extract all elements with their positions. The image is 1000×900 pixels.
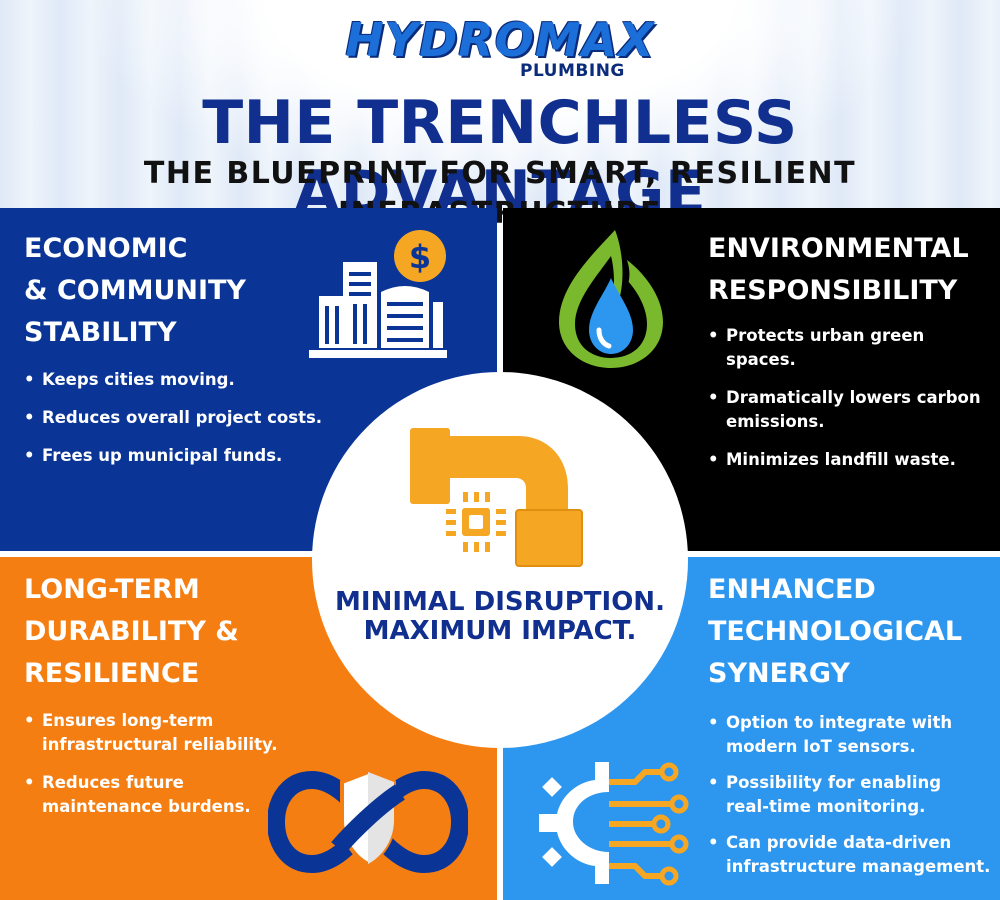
title-line: DURABILITY & <box>24 616 239 647</box>
city-buildings-dollar-icon: $ <box>309 230 447 358</box>
list-line: Ensures long-term <box>42 711 214 730</box>
panel-environmental: ENVIRONMENTAL RESPONSIBILITY Protects ur… <box>503 208 1000 551</box>
title-line: ENHANCED <box>708 574 876 605</box>
infinity-shield-icon <box>268 769 468 874</box>
header: HYDROMAX PLUMBING THE TRENCHLESS ADVANTA… <box>0 0 1000 231</box>
panel-environmental-list: Protects urban green spaces. Dramatically… <box>708 324 981 486</box>
title-line: RESILIENCE <box>24 658 200 689</box>
panel-durability: LONG-TERM DURABILITY & RESILIENCE Ensure… <box>0 557 497 900</box>
list-line: spaces. <box>726 350 796 369</box>
list-item: Ensures long-term infrastructural reliabi… <box>24 709 277 757</box>
list-item: Reduces future maintenance burdens. <box>24 771 277 819</box>
center-tagline: MINIMAL DISRUPTION. MAXIMUM IMPACT. <box>312 588 688 646</box>
logo-subtitle: PLUMBING <box>520 61 625 81</box>
list-line: real-time monitoring. <box>726 797 926 816</box>
list-line: Option to integrate with <box>726 713 953 732</box>
title-line: RESPONSIBILITY <box>708 275 958 306</box>
logo-wordmark: HYDROMAX <box>345 13 655 67</box>
pipe-chip-icon <box>410 428 583 567</box>
page-title: THE TRENCHLESS ADVANTAGE <box>202 88 798 228</box>
panel-economic-title: ECONOMIC & COMMUNITY STABILITY <box>24 228 246 354</box>
center-circle <box>312 372 688 748</box>
list-line: Minimizes landfill waste. <box>726 450 956 469</box>
list-item: Keeps cities moving. <box>24 368 322 392</box>
panel-durability-list: Ensures long-term infrastructural reliabi… <box>24 709 277 833</box>
list-item: Possibility for enabling real-time monito… <box>708 771 990 819</box>
list-line: Can provide data-driven <box>726 833 952 852</box>
list-item: Option to integrate with modern IoT senso… <box>708 711 990 759</box>
panel-technology-title: ENHANCED TECHNOLOGICAL SYNERGY <box>708 569 962 695</box>
title-line: LONG-TERM <box>24 574 200 605</box>
list-line: emissions. <box>726 412 825 431</box>
dollar-symbol: $ <box>409 238 431 276</box>
title-line: ECONOMIC <box>24 233 188 264</box>
center-tagline-line2: MAXIMUM IMPACT. <box>363 616 637 646</box>
list-line: Protects urban green <box>726 326 925 345</box>
list-line: infrastructure management. <box>726 857 991 876</box>
list-line: maintenance burdens. <box>42 797 251 816</box>
water-drop-leaf-icon <box>559 230 663 368</box>
title-line: STABILITY <box>24 317 177 348</box>
list-item: Minimizes landfill waste. <box>708 448 981 472</box>
list-line: Reduces future <box>42 773 184 792</box>
gear-circuit-icon <box>539 762 689 886</box>
list-item: Protects urban green spaces. <box>708 324 981 372</box>
panel-technology: ENHANCED TECHNOLOGICAL SYNERGY Option to… <box>503 557 1000 900</box>
list-item: Dramatically lowers carbon emissions. <box>708 386 981 434</box>
list-line: Dramatically lowers carbon <box>726 388 981 407</box>
panel-economic-list: Keeps cities moving. Reduces overall pro… <box>24 368 322 482</box>
panel-environmental-title: ENVIRONMENTAL RESPONSIBILITY <box>708 228 969 312</box>
list-line: Possibility for enabling <box>726 773 942 792</box>
title-line: SYNERGY <box>708 658 850 689</box>
list-item: Reduces overall project costs. <box>24 406 322 430</box>
list-line: infrastructural reliability. <box>42 735 278 754</box>
list-item: Can provide data-driven infrastructure ma… <box>708 831 990 879</box>
panel-technology-list: Option to integrate with modern IoT senso… <box>708 711 990 893</box>
panel-durability-title: LONG-TERM DURABILITY & RESILIENCE <box>24 569 239 695</box>
list-line: modern IoT sensors. <box>726 737 916 756</box>
title-line: ENVIRONMENTAL <box>708 233 969 264</box>
title-line: & COMMUNITY <box>24 275 246 306</box>
title-line: TECHNOLOGICAL <box>708 616 963 647</box>
center-tagline-line1: MINIMAL DISRUPTION. <box>335 587 665 617</box>
list-item: Frees up municipal funds. <box>24 444 322 468</box>
